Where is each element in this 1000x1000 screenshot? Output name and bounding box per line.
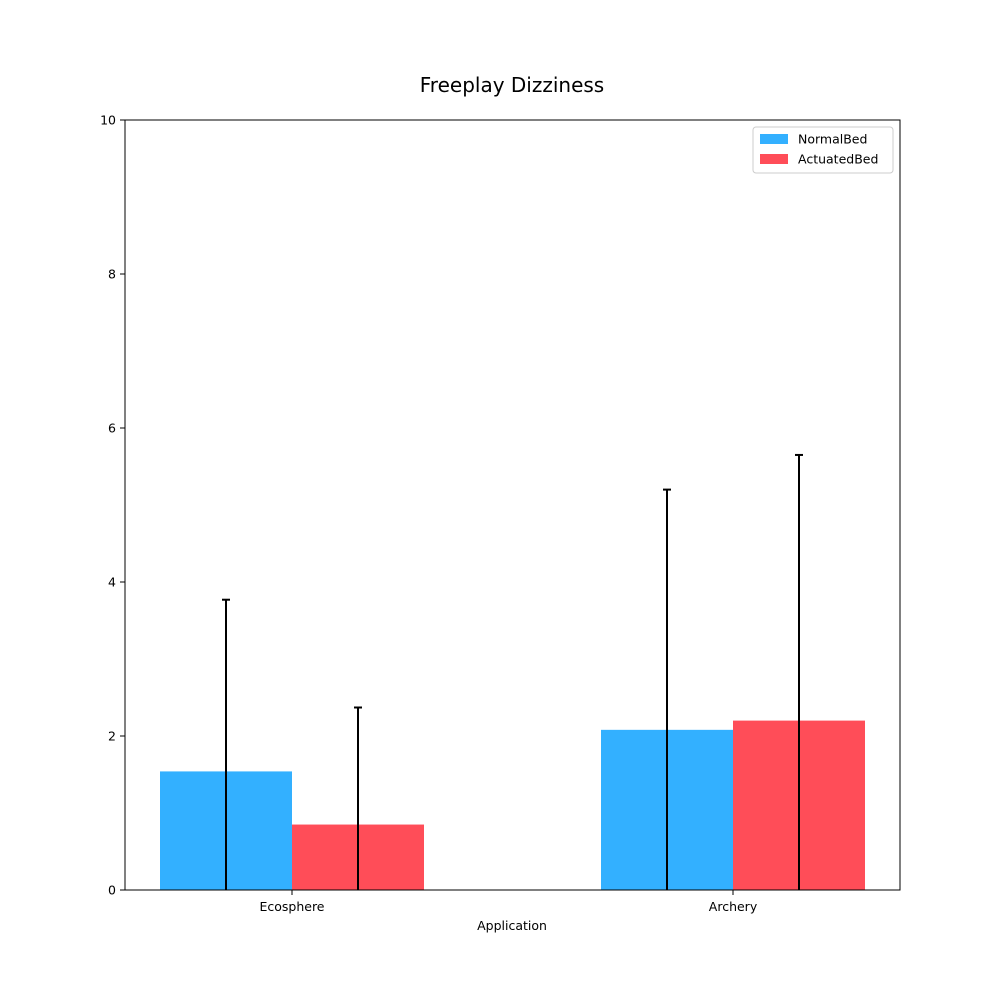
x-axis-label: Application [477, 918, 547, 933]
legend-swatch-NormalBed [760, 134, 788, 144]
x-tick-label: Archery [709, 899, 758, 914]
y-tick-label: 4 [108, 575, 116, 590]
legend-swatch-ActuatedBed [760, 154, 788, 164]
bars-layer [160, 720, 865, 890]
x-tick-label: Ecosphere [259, 899, 324, 914]
y-tick-label: 2 [108, 729, 116, 744]
legend: NormalBed ActuatedBed [752, 126, 894, 174]
y-tick-label: 0 [108, 883, 116, 898]
y-axis: 0 2 4 6 8 10 [100, 113, 125, 898]
error-bars-layer [222, 453, 803, 890]
legend-label-NormalBed: NormalBed [798, 132, 867, 147]
chart-title: Freeplay Dizziness [420, 73, 604, 97]
plot-frame [124, 119, 901, 891]
y-tick-label: 6 [108, 421, 116, 436]
y-tick-label: 8 [108, 267, 116, 282]
x-axis: Ecosphere Archery [259, 890, 758, 914]
y-tick-label: 10 [100, 113, 116, 128]
legend-label-ActuatedBed: ActuatedBed [798, 152, 878, 167]
